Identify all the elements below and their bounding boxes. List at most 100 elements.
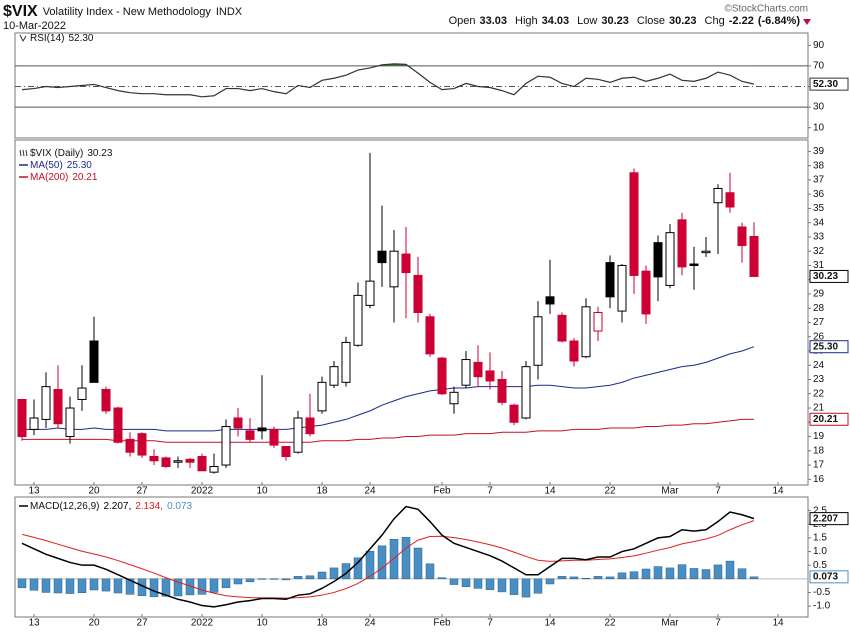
- value-box-label: 2.207: [813, 513, 838, 524]
- histogram-bar: [269, 578, 279, 580]
- histogram-bar: [377, 545, 387, 580]
- legend-icon: [19, 34, 27, 43]
- histogram-bar: [677, 564, 687, 580]
- y-tick-label: 70: [813, 61, 825, 72]
- legend-name: MACD(12,26,9): [30, 501, 99, 512]
- histogram-bar: [101, 578, 111, 592]
- histogram-bar: [149, 578, 159, 598]
- x-tick-label: 14: [544, 618, 556, 629]
- legend: $VIX (Daily) 30.23: [30, 148, 113, 159]
- y-tick-label: 1.5: [813, 533, 827, 544]
- histogram-bar: [161, 578, 171, 597]
- y-tick-label: 23: [813, 374, 825, 385]
- candle-body: [173, 460, 183, 463]
- x-tick-label: 22: [604, 486, 616, 497]
- candle-body: [377, 250, 387, 264]
- histogram-bar: [581, 578, 591, 580]
- value-box: [809, 570, 849, 584]
- x-tick-label: 14: [772, 618, 784, 629]
- histogram-bar: [221, 578, 231, 589]
- x-tick-label: 27: [136, 618, 148, 629]
- value-box-label: 20.21: [813, 414, 838, 425]
- value-box: [809, 340, 849, 354]
- x-tick-label: 10: [256, 486, 268, 497]
- legend-value: 2.134,: [135, 501, 163, 512]
- y-tick-label: -1.0: [813, 601, 831, 612]
- legend: RSI(14) 52.30: [30, 33, 94, 44]
- histogram-bar: [113, 578, 123, 594]
- quote-label: Close: [637, 15, 665, 27]
- candle-body: [269, 428, 279, 446]
- x-tick-label: 20: [88, 618, 100, 629]
- candle-body: [485, 370, 495, 382]
- x-tick-label: 18: [316, 486, 328, 497]
- histogram-bar: [413, 547, 423, 580]
- x-tick-label: 18: [316, 618, 328, 629]
- candle-body: [317, 381, 327, 412]
- candle-body: [737, 226, 747, 246]
- candle-body: [365, 280, 375, 306]
- macd-line: [21, 505, 755, 608]
- y-tick-label: 16: [813, 474, 825, 485]
- histogram-bar: [449, 578, 459, 585]
- rsi-line: [21, 63, 755, 98]
- histogram-bar: [365, 551, 375, 580]
- histogram-bar: [545, 578, 555, 585]
- candle-body: [413, 274, 423, 314]
- histogram-bar: [29, 578, 39, 591]
- value-box-label: 30.23: [813, 271, 838, 282]
- candle-body: [329, 366, 339, 386]
- histogram-bar: [401, 537, 411, 580]
- x-tick-label: Mar: [661, 486, 679, 497]
- legend-name: RSI(14): [30, 33, 64, 44]
- quote-value: 33.03: [479, 15, 507, 27]
- candle-body: [617, 264, 627, 312]
- candle-body: [665, 232, 675, 286]
- histogram-bar: [353, 557, 363, 580]
- y-tick-label: -0.5: [813, 587, 831, 598]
- legend-value: 2.207,: [103, 501, 131, 512]
- y-tick-label: 24: [813, 360, 825, 371]
- candle-body: [257, 427, 267, 432]
- histogram-bar: [653, 566, 663, 580]
- histogram-bar: [197, 578, 207, 595]
- macd-frame: [14, 496, 809, 618]
- y-tick-label: 37: [813, 175, 825, 186]
- candle-body: [749, 236, 759, 277]
- candle-body: [149, 455, 159, 462]
- quote-label: Chg: [705, 15, 725, 27]
- histogram-bar: [293, 576, 303, 580]
- histogram-bar: [257, 578, 267, 580]
- candle-body: [725, 192, 735, 208]
- x-tick-label: 14: [772, 486, 784, 497]
- candle-body: [185, 458, 195, 463]
- histogram-bar: [605, 576, 615, 580]
- histogram-bar: [77, 578, 87, 593]
- x-tick-label: 22: [604, 618, 616, 629]
- x-tick-label: 7: [487, 618, 493, 629]
- candle-body: [197, 455, 207, 472]
- quote-value: -2.22: [729, 15, 754, 27]
- candle-body: [41, 386, 51, 420]
- candle-body: [281, 446, 291, 457]
- legend-name: MA(200): [30, 172, 68, 183]
- quote-label: Open: [449, 15, 476, 27]
- y-tick-label: 36: [813, 189, 825, 200]
- candle-body: [29, 417, 39, 430]
- candle-body: [569, 340, 579, 362]
- candle-body: [233, 417, 243, 429]
- y-tick-label: 22: [813, 388, 825, 399]
- candle-body: [641, 270, 651, 315]
- candle-body: [497, 379, 507, 403]
- x-tick-label: 20: [88, 486, 100, 497]
- histogram-bar: [437, 577, 447, 580]
- value-box: [809, 512, 849, 526]
- candle-body: [461, 359, 471, 386]
- histogram-bar: [701, 569, 711, 580]
- candle-body: [293, 417, 303, 453]
- candle-body: [77, 387, 87, 400]
- x-tick-label: Mar: [661, 618, 679, 629]
- quote-change-pct: (-6.84%): [758, 15, 801, 27]
- histogram-bar: [41, 578, 51, 593]
